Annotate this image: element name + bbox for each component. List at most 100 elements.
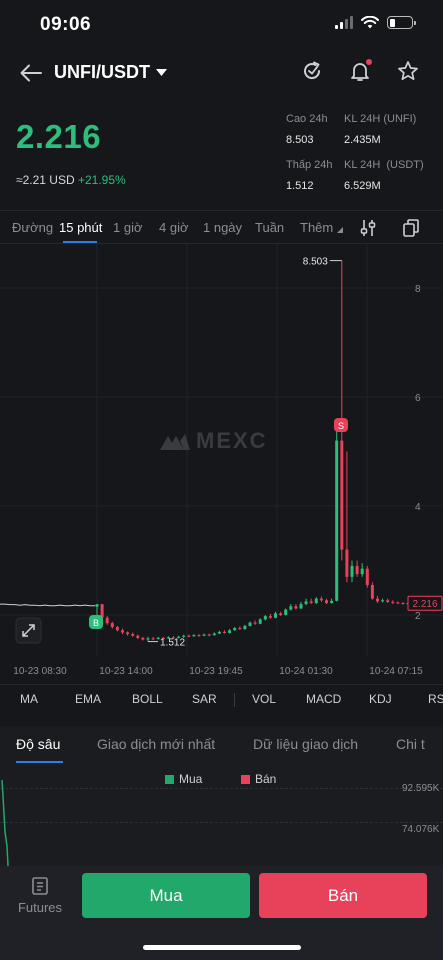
candle-body (141, 637, 145, 640)
tab-4h[interactable]: 4 giờ (159, 220, 189, 235)
favorite-button[interactable] (395, 58, 421, 84)
indicator-sar[interactable]: SAR (192, 692, 217, 706)
status-icons (335, 16, 416, 29)
buy-marker-label: B (93, 618, 99, 628)
candle-body (314, 598, 318, 604)
back-button[interactable] (16, 58, 46, 88)
candle-body (350, 565, 354, 577)
home-indicator (143, 945, 301, 950)
x-tick-label: 10-24 07:15 (369, 666, 423, 677)
indicator-kdj[interactable]: KDJ (369, 692, 392, 706)
indicator-tabs: MA EMA BOLL SAR VOL MACD KDJ RS (0, 684, 443, 714)
legend-sell-label: Bán (255, 772, 277, 786)
usd-approx: ≈2.21 (16, 173, 46, 187)
depth-y-label: 74.076K (402, 824, 440, 835)
candle-body (151, 638, 155, 640)
sell-button[interactable]: Bán (259, 873, 427, 918)
legend-buy-label: Mua (179, 772, 203, 786)
usd-price-line: ≈2.21 USD +21.95% (16, 173, 126, 187)
chart-settings-button[interactable] (360, 219, 376, 242)
candle-body (381, 600, 385, 602)
candle-body (202, 634, 206, 636)
depth-chart: Mua Bán 92.595K 74.076K (0, 766, 443, 866)
depth-bid-curve (1, 779, 9, 866)
tab-trade-data[interactable]: Dữ liệu giao dịch (253, 736, 359, 752)
market-data-tabs: Độ sâu Giao dịch mới nhất Dữ liệu giao d… (0, 726, 443, 766)
arrow-left-icon (20, 64, 42, 82)
x-tick-label: 10-23 14:00 (99, 666, 153, 677)
candle-body (360, 568, 364, 575)
tab-1d[interactable]: 1 ngày (203, 220, 243, 235)
indicator-divider (234, 693, 235, 707)
tab-more-label: Thêm (300, 220, 334, 235)
notification-button[interactable] (347, 58, 373, 84)
copy-button[interactable] (403, 219, 419, 242)
mexc-watermark: MEXC (160, 428, 268, 454)
legend-buy-swatch (165, 775, 174, 785)
status-time: 09:06 (40, 14, 92, 35)
notification-dot (366, 59, 372, 65)
candle-body (126, 632, 130, 635)
y-tick-label: 4 (415, 502, 421, 513)
price-chart[interactable]: 8 6 4 2 10-23 08:30 10-23 14:00 10-23 19:45 10-… (0, 244, 443, 684)
depth-tab-active-indicator (16, 761, 63, 763)
low-24h-label: Thấp 24h (286, 159, 333, 171)
futures-button[interactable]: Futures (12, 876, 68, 922)
vol-unfi-label: KL 24H (UNFI) (344, 113, 417, 125)
indicator-boll[interactable]: BOLL (132, 692, 163, 706)
candle-body (299, 604, 303, 609)
sliders-icon (360, 220, 376, 236)
y-tick-label: 8 (415, 284, 421, 295)
candle-body (294, 606, 298, 609)
timeframe-tabs: Đường 15 phút 1 giờ 4 giờ 1 ngày Tuần Th… (0, 210, 443, 244)
indicator-vol[interactable]: VOL (252, 692, 277, 706)
candle-body (345, 549, 349, 577)
tab-1h[interactable]: 1 giờ (113, 220, 143, 235)
x-tick-label: 10-24 01:30 (279, 666, 333, 677)
candle-body (161, 637, 165, 639)
candle-body (263, 616, 267, 620)
vol-usdt-value: 6.529M (344, 180, 381, 192)
candle-body (115, 626, 119, 631)
candle-body (212, 633, 216, 636)
cellular-signal-icon (335, 16, 353, 29)
indicator-macd[interactable]: MACD (306, 692, 342, 706)
buy-button[interactable]: Mua (82, 873, 250, 918)
candle-body (136, 635, 140, 638)
candle-body (156, 637, 160, 639)
indicator-ema[interactable]: EMA (75, 692, 102, 706)
candle-body (376, 598, 379, 602)
candle-body (166, 637, 170, 639)
price-change: +21.95% (77, 173, 126, 187)
candle-body (274, 613, 277, 618)
sell-marker (334, 418, 348, 432)
candle-body (233, 628, 237, 631)
low-24h-value: 1.512 (286, 180, 314, 192)
candle-body (95, 604, 99, 607)
candle-body (396, 602, 400, 604)
sell-marker-label: S (338, 421, 344, 431)
candle-body (121, 630, 124, 633)
x-tick-label: 10-23 08:30 (13, 666, 67, 677)
x-tick-label: 10-23 19:45 (189, 666, 243, 677)
tab-week[interactable]: Tuần (255, 220, 285, 235)
refresh-button[interactable] (299, 58, 325, 84)
legend-buy: Mua (165, 772, 202, 786)
candlestick-chart: 8 6 4 2 10-23 08:30 10-23 14:00 10-23 19:45 10-… (0, 244, 443, 677)
tab-depth[interactable]: Độ sâu (16, 736, 61, 752)
candle-body (197, 635, 201, 637)
candle-body (258, 619, 262, 624)
pair-selector[interactable]: UNFI/USDT (54, 62, 167, 83)
tab-more[interactable]: Thêm (300, 220, 343, 235)
candle-body (304, 601, 308, 605)
depth-gridline (0, 788, 443, 789)
last-price-tag-label: 2.216 (412, 599, 437, 610)
tab-line[interactable]: Đường (12, 220, 54, 235)
indicator-ma[interactable]: MA (20, 692, 38, 706)
candle-body (217, 631, 221, 634)
candle-body (177, 636, 181, 638)
tab-details[interactable]: Chi t (396, 736, 425, 752)
tab-latest-trades[interactable]: Giao dịch mới nhất (97, 736, 216, 752)
tab-15m[interactable]: 15 phút (59, 220, 103, 235)
indicator-rsi[interactable]: RS (428, 692, 443, 706)
